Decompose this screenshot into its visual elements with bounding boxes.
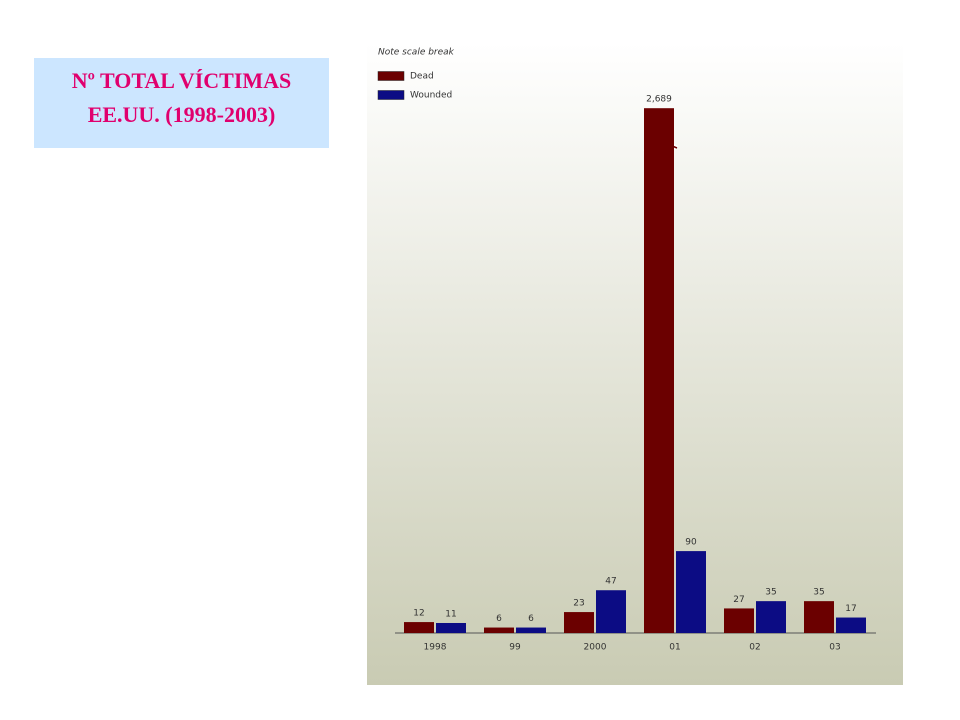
bar [676,551,706,633]
value-label: 17 [845,604,856,614]
value-label: 90 [685,538,697,548]
x-tick-label: 2000 [584,643,607,653]
x-tick-label: 02 [749,643,760,653]
value-label: 47 [605,577,616,587]
value-label: 35 [813,588,824,598]
value-label: 6 [528,614,534,624]
bar [484,627,514,633]
bar [756,601,786,633]
bar [724,608,754,633]
legend-label: Wounded [410,91,452,101]
legend-swatch [377,90,405,100]
title-box: Nº TOTAL VÍCTIMAS EE.UU. (1998-2003) [34,58,329,148]
note: Note scale break [378,48,455,58]
value-label: 23 [573,599,584,609]
legend-swatch [377,71,405,81]
bar [804,601,834,633]
bar [836,617,866,633]
subtitle: EE.UU. (1998-2003) [87,102,276,127]
value-label: 12 [413,609,424,619]
bar [564,612,594,633]
x-tick-label: 1998 [424,643,447,653]
x-tick-label: 03 [829,643,840,653]
legend-label: Dead [410,72,434,82]
title: Nº TOTAL VÍCTIMAS [71,68,292,93]
value-label: 11 [445,609,456,619]
x-tick-label: 99 [509,643,521,653]
bar [596,590,626,633]
value-label: 2,689 [646,95,672,105]
value-label: 6 [496,614,502,624]
bar [436,622,466,633]
value-label: 35 [765,588,776,598]
bar [404,622,434,633]
chart-background [367,43,903,685]
bar [644,108,674,633]
x-tick-label: 01 [669,643,680,653]
bar [516,627,546,633]
value-label: 27 [733,595,744,605]
